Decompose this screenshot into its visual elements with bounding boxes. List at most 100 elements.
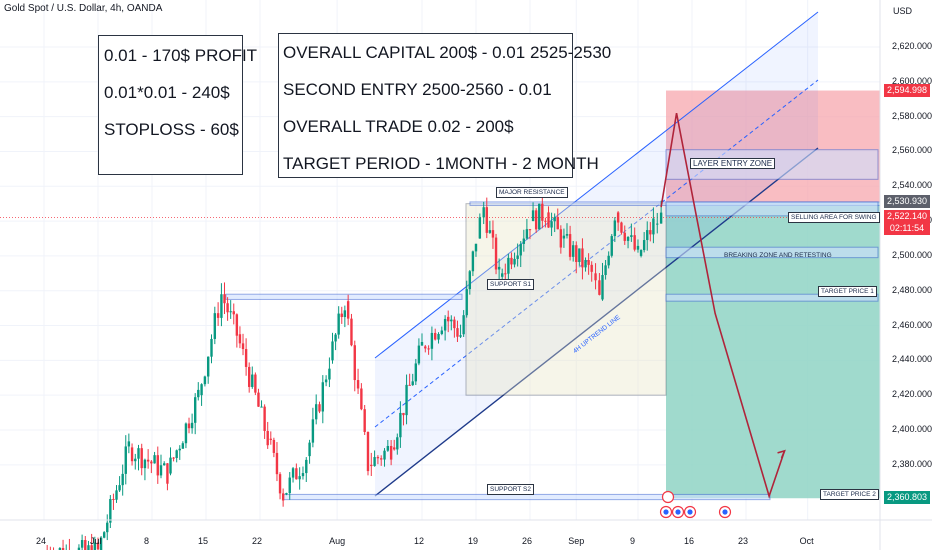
candle-body xyxy=(166,463,169,484)
price-axis-tick: 2,580.000 xyxy=(892,110,932,121)
candle-body xyxy=(235,314,239,336)
currency-label: USD xyxy=(893,6,913,16)
candle-body xyxy=(468,271,472,290)
channel-upper-line xyxy=(374,11,819,359)
candle-body xyxy=(301,473,305,477)
flag-icon xyxy=(687,509,693,515)
candle-body xyxy=(607,255,610,266)
candle-body xyxy=(568,234,572,257)
time-axis-tick: 16 xyxy=(683,536,694,546)
candle-body xyxy=(257,392,260,407)
take-profit-zone xyxy=(666,202,880,499)
candle-body xyxy=(337,313,340,335)
candle-body xyxy=(80,540,84,548)
candle-body xyxy=(488,230,492,233)
candle-body xyxy=(434,332,437,340)
support-s1-label: SUPPORT S1 xyxy=(487,278,534,290)
candle-body xyxy=(462,315,465,335)
candle-body xyxy=(346,301,350,319)
candle-body xyxy=(226,303,229,313)
time-axis-tick: 26 xyxy=(521,536,532,546)
candle-body xyxy=(427,348,430,350)
candle-body xyxy=(291,468,295,478)
candle-body xyxy=(260,406,263,408)
candle-body xyxy=(77,547,81,550)
candle-body xyxy=(386,445,390,451)
target-price-tag: 2,360.803 xyxy=(884,491,930,505)
candle-body xyxy=(550,221,553,228)
candle-body xyxy=(229,311,232,313)
candle-body xyxy=(478,217,482,239)
candle-body xyxy=(175,450,178,459)
candle-body xyxy=(130,447,134,462)
candle-body xyxy=(308,442,311,457)
candle-body xyxy=(197,389,200,398)
candle-body xyxy=(565,234,569,236)
candle-body xyxy=(366,431,370,472)
candle-body xyxy=(281,493,285,501)
candle-body xyxy=(522,238,526,244)
candle-body xyxy=(324,379,328,383)
candle-body xyxy=(269,438,272,440)
candle-body xyxy=(373,457,376,467)
candle-body xyxy=(562,235,566,239)
symbol-header: Gold Spot / U.S. Dollar, 4h, OANDA xyxy=(4,3,163,14)
candle-body xyxy=(525,229,529,239)
candle-body xyxy=(420,342,424,346)
flag-icon xyxy=(675,509,681,515)
time-axis-tick: 15 xyxy=(197,536,208,546)
candle-body xyxy=(616,212,620,223)
candle-body xyxy=(353,345,356,381)
candle-body xyxy=(109,498,112,523)
candle-body xyxy=(424,346,427,349)
price-axis-tick: 2,500.000 xyxy=(892,249,932,260)
candle-body xyxy=(263,406,266,431)
entry-price-tag: 2,530.930 xyxy=(884,195,930,209)
time-axis-tick: 8 xyxy=(143,536,149,546)
candle-body xyxy=(519,243,522,256)
candle-body xyxy=(115,490,118,500)
candle-body xyxy=(102,532,106,538)
candle-body xyxy=(96,542,100,550)
time-axis-tick: 9 xyxy=(629,536,635,546)
flag-icon xyxy=(722,509,728,515)
price-axis-tick: 2,400.000 xyxy=(892,424,932,434)
candle-body xyxy=(465,289,468,316)
candle-body xyxy=(181,443,185,449)
candle-body xyxy=(376,457,380,459)
candle-body xyxy=(531,210,535,222)
profit-note-line: STOPLOSS - 60$ xyxy=(104,120,239,139)
support-s1-zone xyxy=(225,293,463,300)
candle-body xyxy=(134,458,137,462)
candle-body xyxy=(321,382,325,412)
candle-body xyxy=(450,319,453,322)
candle-body xyxy=(178,448,181,451)
candle-body xyxy=(216,313,220,318)
candle-body xyxy=(440,330,444,334)
candle-body xyxy=(193,397,197,423)
candle-body xyxy=(272,439,276,453)
candle-body xyxy=(163,463,166,466)
candle-body xyxy=(553,217,556,222)
candle-body xyxy=(598,280,601,295)
candle-body xyxy=(156,455,159,476)
price-axis-tick: 2,620.000 xyxy=(892,41,932,51)
candle-body xyxy=(311,419,315,443)
candle-body xyxy=(150,461,153,464)
candle-body xyxy=(402,412,405,416)
candle-body xyxy=(220,294,223,318)
target-1-zone xyxy=(665,293,879,302)
candle-body xyxy=(146,459,150,462)
candle-body xyxy=(278,474,282,494)
candle-body xyxy=(200,384,203,396)
consolidation-box xyxy=(465,203,667,396)
candle-body xyxy=(414,363,418,382)
candle-body xyxy=(510,257,513,265)
breaking-zone xyxy=(665,246,879,259)
time-axis-tick: 19 xyxy=(467,536,478,546)
target-1-label: TARGET PRICE 1 xyxy=(818,285,877,297)
candle-body xyxy=(314,404,318,420)
candle-body xyxy=(471,251,475,272)
price-axis-tick: 2,380.000 xyxy=(892,458,932,469)
candle-body xyxy=(159,465,163,476)
